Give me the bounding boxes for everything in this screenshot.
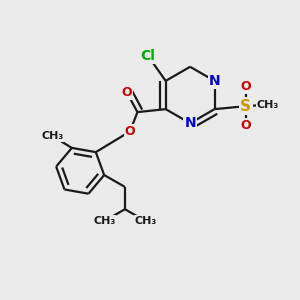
Text: Cl: Cl bbox=[140, 49, 155, 63]
Text: N: N bbox=[209, 74, 220, 88]
Text: CH₃: CH₃ bbox=[135, 216, 157, 226]
Text: O: O bbox=[122, 86, 132, 99]
Text: N: N bbox=[184, 116, 196, 130]
Text: O: O bbox=[241, 80, 251, 93]
Text: S: S bbox=[240, 99, 251, 114]
Text: O: O bbox=[241, 119, 251, 132]
Text: CH₃: CH₃ bbox=[41, 131, 64, 141]
Text: CH₃: CH₃ bbox=[93, 216, 115, 226]
Text: O: O bbox=[125, 125, 135, 138]
Text: CH₃: CH₃ bbox=[257, 100, 279, 110]
